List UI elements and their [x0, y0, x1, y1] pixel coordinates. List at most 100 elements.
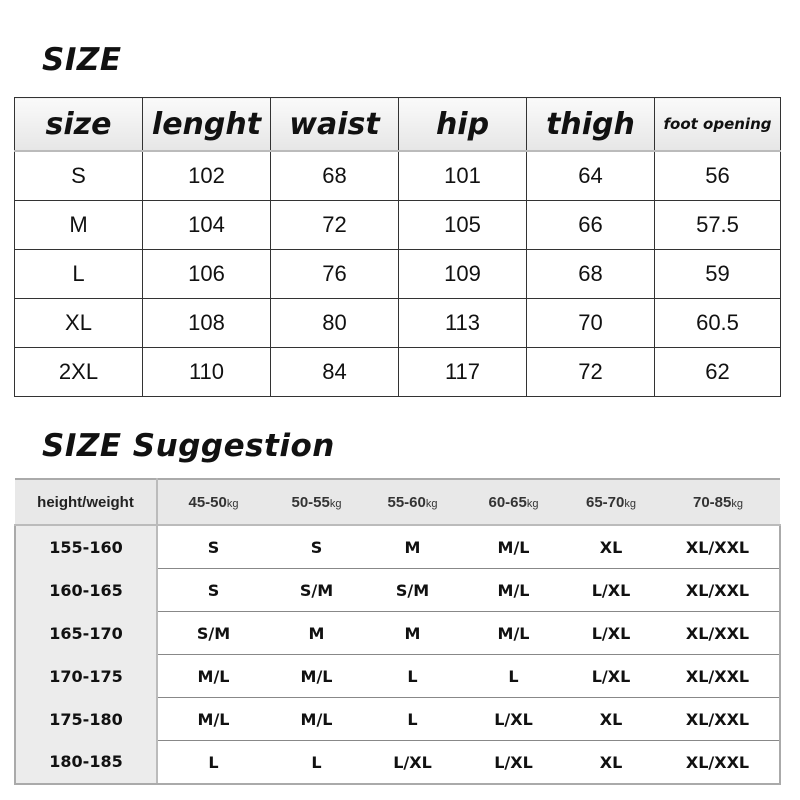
size-suggestion-title: SIZE Suggestion [42, 428, 335, 464]
table-cell: 76 [270, 249, 399, 299]
table-cell: 59 [654, 249, 781, 299]
column-header: thigh [526, 97, 655, 152]
suggested-size: M/L [269, 654, 364, 698]
suggested-size: S/M [157, 611, 269, 655]
table-row: M 104 72 105 66 57.5 [14, 200, 781, 250]
height-range: 165-170 [14, 611, 158, 655]
suggested-size: M/L [461, 525, 566, 569]
height-range: 180-185 [14, 740, 158, 785]
table-cell: 56 [654, 150, 781, 201]
table-row: 2XL 110 84 117 72 62 [14, 347, 781, 397]
table-cell: 105 [398, 200, 527, 250]
height-range: 170-175 [14, 654, 158, 698]
weight-unit: kg [526, 497, 539, 510]
suggested-size: L [364, 697, 461, 741]
weight-range: 65-70 [586, 493, 625, 511]
corner-header: height/weight [15, 478, 158, 526]
suggested-size: L [364, 654, 461, 698]
suggested-size: L [157, 740, 269, 785]
table-cell: S [14, 150, 143, 201]
suggested-size: S/M [364, 568, 461, 612]
table-cell: 104 [142, 200, 271, 250]
suggested-size: L/XL [364, 740, 461, 785]
suggested-size: L/XL [566, 611, 656, 655]
table-cell: 70 [526, 298, 655, 348]
table-cell: 64 [526, 150, 655, 201]
weight-range-header: 70-85kg [656, 478, 780, 526]
table-cell: 117 [398, 347, 527, 397]
table-cell: M [14, 200, 143, 250]
table-cell: 57.5 [654, 200, 781, 250]
suggested-size: L [461, 654, 566, 698]
table-cell: 68 [526, 249, 655, 299]
table-row: 180-185 L L L/XL L/XL XL XL/XXL [14, 740, 781, 785]
size-chart-title: SIZE [42, 42, 122, 78]
suggested-size: S [157, 525, 269, 569]
table-cell: 2XL [14, 347, 143, 397]
suggested-size: S [157, 568, 269, 612]
table-row: 155-160 S S M M/L XL XL/XXL [14, 525, 781, 569]
table-cell: XL [14, 298, 143, 348]
weight-range: 70-85 [693, 493, 732, 511]
suggested-size: XL/XXL [656, 611, 781, 655]
suggested-size: L/XL [566, 568, 656, 612]
table-cell: 68 [270, 150, 399, 201]
suggested-size: XL [566, 697, 656, 741]
suggested-size: M/L [461, 611, 566, 655]
suggested-size: M/L [157, 697, 269, 741]
suggested-size: L [269, 740, 364, 785]
table-cell: 72 [526, 347, 655, 397]
suggested-size: XL [566, 740, 656, 785]
table-cell: 108 [142, 298, 271, 348]
suggested-size: M/L [461, 568, 566, 612]
suggested-size: M [269, 611, 364, 655]
suggested-size: M/L [157, 654, 269, 698]
table-cell: 106 [142, 249, 271, 299]
column-header: hip [398, 97, 527, 152]
table-row: XL 108 80 113 70 60.5 [14, 298, 781, 348]
suggested-size: S [269, 525, 364, 569]
weight-range: 50-55 [291, 493, 330, 511]
suggested-size: XL/XXL [656, 654, 781, 698]
suggested-size: L/XL [461, 697, 566, 741]
height-range: 155-160 [14, 525, 158, 569]
table-cell: 102 [142, 150, 271, 201]
table-cell: 110 [142, 347, 271, 397]
size-suggestion-header-row: height/weight 45-50kg 50-55kg 55-60kg 60-65k… [15, 478, 780, 526]
table-cell: 60.5 [654, 298, 781, 348]
weight-range-header: 50-55kg [269, 478, 364, 526]
weight-unit: kg [731, 497, 743, 510]
suggested-size: M [364, 525, 461, 569]
weight-unit: kg [226, 497, 239, 510]
table-row: S 102 68 101 64 56 [14, 150, 781, 201]
suggested-size: XL/XXL [656, 525, 781, 569]
height-range: 160-165 [14, 568, 158, 612]
table-cell: 72 [270, 200, 399, 250]
suggested-size: M/L [269, 697, 364, 741]
column-header: size [14, 97, 143, 152]
weight-unit: kg [329, 497, 342, 510]
table-cell: 62 [654, 347, 781, 397]
column-header: lenght [142, 97, 271, 152]
table-row: L 106 76 109 68 59 [14, 249, 781, 299]
table-row: 170-175 M/L M/L L L L/XL XL/XXL [14, 654, 781, 698]
suggested-size: L/XL [566, 654, 656, 698]
suggested-size: XL/XXL [656, 568, 781, 612]
table-row: 175-180 M/L M/L L L/XL XL XL/XXL [14, 697, 781, 741]
size-chart-header-row: size lenght waist hip thigh foot opening [14, 97, 781, 152]
weight-range-header: 45-50kg [157, 478, 269, 526]
table-cell: 101 [398, 150, 527, 201]
column-header: waist [270, 97, 399, 152]
suggested-size: XL [566, 525, 656, 569]
size-chart-table: size lenght waist hip thigh foot opening S 102… [14, 97, 781, 397]
size-suggestion-table: height/weight 45-50kg 50-55kg 55-60kg 60-65k… [14, 478, 781, 785]
table-cell: 84 [270, 347, 399, 397]
table-row: 160-165 S S/M S/M M/L L/XL XL/XXL [14, 568, 781, 612]
weight-range: 55-60 [387, 493, 426, 511]
weight-unit: kg [624, 497, 636, 510]
weight-range: 60-65 [488, 493, 527, 511]
weight-range-header: 65-70kg [566, 478, 656, 526]
suggested-size: XL/XXL [656, 740, 781, 785]
table-cell: 109 [398, 249, 527, 299]
table-row: 165-170 S/M M M M/L L/XL XL/XXL [14, 611, 781, 655]
